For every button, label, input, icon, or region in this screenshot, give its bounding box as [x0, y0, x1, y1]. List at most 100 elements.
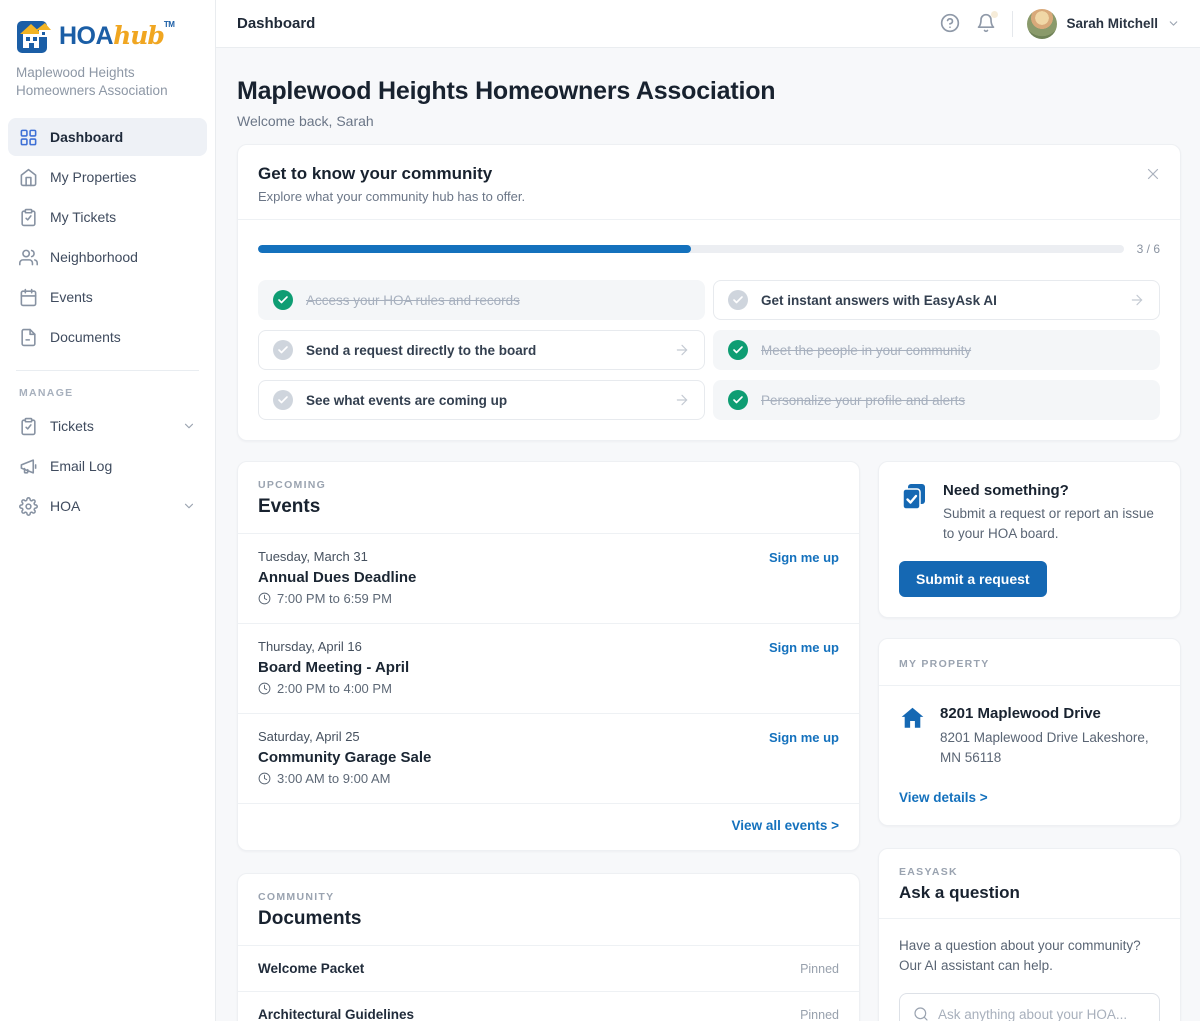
user-menu[interactable]: Sarah Mitchell	[1027, 8, 1180, 39]
view-details-link[interactable]: View details >	[899, 789, 988, 805]
clock-icon	[258, 772, 271, 785]
task-label: Meet the people in your community	[761, 342, 972, 358]
header-divider	[1012, 10, 1014, 37]
house-icon	[899, 705, 926, 769]
documents-card: COMMUNITY Documents Welcome Packet Pinne…	[237, 873, 860, 1021]
check-circle-icon	[728, 340, 748, 360]
request-card: Need something? Submit a request or repo…	[878, 461, 1181, 619]
main-content: Maplewood Heights Homeowners Association…	[216, 77, 1200, 1021]
sidebar-item-label: My Properties	[50, 169, 137, 186]
events-eyebrow: UPCOMING	[258, 479, 327, 491]
sign-me-up-link[interactable]: Sign me up	[768, 550, 839, 565]
sidebar-item-hoa[interactable]: HOA	[8, 487, 207, 525]
property-eyebrow: MY PROPERTY	[899, 658, 990, 671]
divider	[238, 219, 1180, 220]
sidebar: HOAhubTM Maplewood Heights Homeowners As…	[0, 0, 216, 1021]
brand-wordmark: HOAhubTM	[59, 20, 175, 50]
notifications-bell-icon[interactable]	[976, 10, 999, 35]
sidebar-item-my-tickets[interactable]: My Tickets	[8, 198, 207, 236]
check-circle-icon	[273, 390, 293, 410]
divider	[879, 685, 1180, 687]
sidebar-manage-nav: Tickets Email Log HOA	[8, 407, 207, 525]
task-meet-people[interactable]: Meet the people in your community	[713, 330, 1160, 370]
onboarding-title: Get to know your community	[258, 164, 493, 183]
easyask-input[interactable]	[938, 1006, 1146, 1021]
document-name: Welcome Packet	[258, 961, 365, 976]
task-send-request[interactable]: Send a request directly to the board	[258, 330, 705, 370]
sidebar-item-events[interactable]: Events	[8, 278, 207, 316]
ticket-icon	[19, 208, 38, 227]
task-label: See what events are coming up	[306, 392, 508, 408]
event-time: 7:00 PM to 6:59 PM	[277, 591, 392, 606]
sidebar-item-my-properties[interactable]: My Properties	[8, 158, 207, 196]
sign-me-up-link[interactable]: Sign me up	[768, 730, 839, 745]
event-time: 3:00 AM to 9:00 AM	[277, 771, 391, 786]
manage-section-label: MANAGE	[19, 387, 74, 400]
calendar-icon	[19, 288, 38, 307]
chevron-down-icon	[182, 499, 196, 513]
sidebar-item-email-log[interactable]: Email Log	[8, 447, 207, 485]
onboarding-task-list: Access your HOA rules and records Get in…	[238, 264, 1180, 440]
pinned-badge: Pinned	[800, 961, 839, 976]
view-all-events-link[interactable]: View all events >	[731, 818, 839, 833]
page-subtitle: Welcome back, Sarah	[237, 113, 374, 129]
file-icon	[19, 328, 38, 347]
submit-request-button[interactable]: Submit a request	[899, 561, 1047, 598]
close-icon[interactable]	[1144, 165, 1162, 183]
gear-icon	[19, 497, 38, 516]
clock-icon	[258, 682, 271, 695]
document-row[interactable]: Welcome Packet Pinned	[238, 945, 859, 991]
sidebar-nav: Dashboard My Properties My Tickets Neigh…	[8, 118, 207, 356]
sidebar-item-label: Events	[50, 289, 93, 306]
event-title: Community Garage Sale	[258, 749, 432, 766]
task-see-events[interactable]: See what events are coming up	[258, 380, 705, 420]
notification-dot	[991, 10, 999, 18]
progress-label: 3 / 6	[1136, 242, 1160, 256]
documents-eyebrow: COMMUNITY	[258, 891, 335, 903]
sidebar-item-label: Neighborhood	[50, 249, 138, 266]
sidebar-item-dashboard[interactable]: Dashboard	[8, 118, 207, 157]
clipboard-check-icon	[899, 482, 929, 514]
task-access-rules[interactable]: Access your HOA rules and records	[258, 280, 705, 320]
documents-title: Documents	[258, 908, 362, 929]
chevron-down-icon	[1167, 17, 1180, 30]
request-card-body: Submit a request or report an issue to y…	[943, 506, 1154, 541]
sidebar-item-neighborhood[interactable]: Neighborhood	[8, 238, 207, 276]
page-title: Maplewood Heights Homeowners Association	[237, 77, 776, 105]
sidebar-item-documents[interactable]: Documents	[8, 318, 207, 356]
sidebar-item-label: Dashboard	[50, 129, 124, 146]
request-card-title: Need something?	[943, 482, 1069, 499]
task-personalize-profile[interactable]: Personalize your profile and alerts	[713, 380, 1160, 420]
ticket-icon	[19, 417, 38, 436]
chevron-down-icon	[182, 419, 196, 433]
task-label: Access your HOA rules and records	[306, 292, 520, 308]
event-time: 2:00 PM to 4:00 PM	[277, 681, 392, 696]
hoahub-logo-icon	[17, 21, 51, 53]
event-row[interactable]: Tuesday, March 31 Annual Dues Deadline 7…	[238, 533, 859, 623]
sidebar-item-tickets[interactable]: Tickets	[8, 407, 207, 445]
megaphone-icon	[19, 457, 38, 476]
brand-logo[interactable]: HOAhubTM	[8, 16, 207, 54]
pinned-badge: Pinned	[800, 1007, 839, 1021]
event-date: Tuesday, March 31	[258, 549, 368, 564]
document-row[interactable]: Architectural Guidelines Pinned	[238, 991, 859, 1021]
progress-fill	[258, 245, 691, 253]
task-easyask-ai[interactable]: Get instant answers with EasyAsk AI	[713, 280, 1160, 320]
sidebar-item-label: Tickets	[50, 418, 94, 435]
events-title: Events	[258, 496, 321, 517]
check-circle-icon	[728, 390, 748, 410]
sign-me-up-link[interactable]: Sign me up	[768, 640, 839, 655]
clock-icon	[258, 592, 271, 605]
easyask-input-wrap	[899, 993, 1160, 1021]
task-label: Send a request directly to the board	[306, 342, 537, 358]
grid-icon	[19, 128, 38, 147]
easyask-body: Have a question about your community? Ou…	[899, 937, 1141, 973]
sidebar-divider	[16, 370, 199, 372]
event-row[interactable]: Saturday, April 25 Community Garage Sale…	[238, 713, 859, 803]
top-header: Dashboard Sarah Mitchell	[216, 0, 1200, 48]
event-date: Thursday, April 16	[258, 639, 362, 654]
users-icon	[19, 248, 38, 267]
event-row[interactable]: Thursday, April 16 Board Meeting - April…	[238, 623, 859, 713]
onboarding-card: Get to know your community Explore what …	[237, 144, 1181, 441]
help-icon[interactable]	[940, 13, 962, 35]
